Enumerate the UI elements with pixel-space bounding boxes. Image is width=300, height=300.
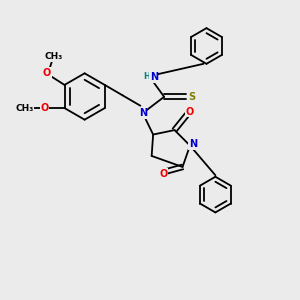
Text: O: O — [185, 107, 194, 117]
Text: S: S — [188, 92, 195, 102]
Text: CH₃: CH₃ — [44, 52, 63, 61]
Text: N: N — [189, 139, 197, 149]
Text: N: N — [139, 108, 147, 118]
Text: O: O — [40, 103, 49, 113]
Text: H: H — [143, 72, 150, 81]
Text: CH₃: CH₃ — [16, 103, 34, 112]
Text: N: N — [150, 72, 158, 82]
Text: O: O — [159, 169, 167, 179]
Text: O: O — [43, 68, 51, 78]
